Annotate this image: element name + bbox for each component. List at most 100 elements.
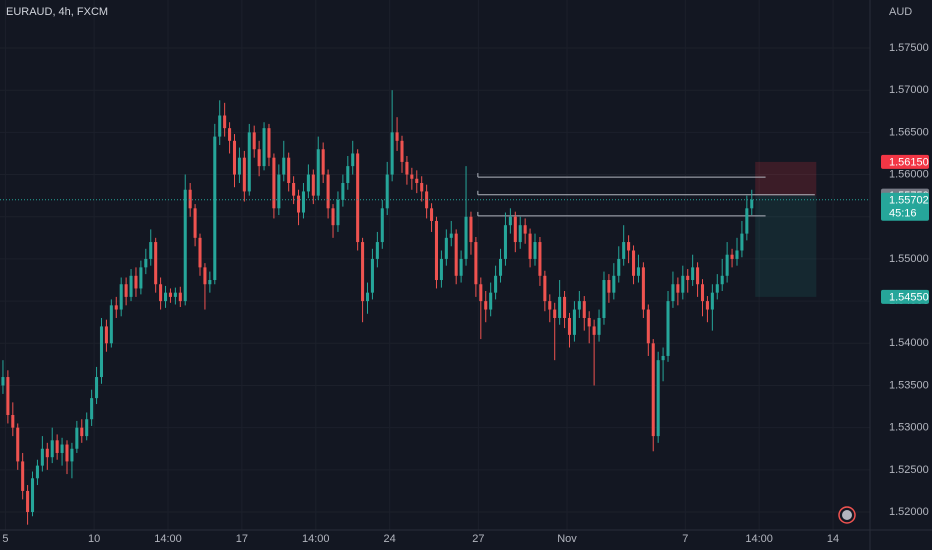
candle-body — [282, 157, 286, 175]
candle-body — [365, 292, 370, 302]
candle-body — [1, 377, 5, 386]
candle-body — [567, 317, 572, 335]
y-tick-label: 1.56500 — [889, 126, 929, 138]
candle-body — [420, 182, 424, 192]
candle-body — [513, 216, 517, 243]
candle-body — [104, 326, 108, 344]
candle-body — [533, 242, 537, 259]
candle-body — [237, 157, 241, 175]
candle-body — [681, 275, 685, 293]
candle-body — [449, 233, 453, 238]
candle-body — [572, 309, 576, 335]
candle-body — [99, 326, 104, 378]
candle-body — [183, 189, 187, 302]
candle-body — [370, 258, 374, 293]
candle-body — [489, 292, 493, 310]
candle-body — [582, 301, 586, 318]
candle-body — [16, 427, 20, 462]
candle-body — [321, 149, 325, 175]
x-tick-label: 5 — [2, 533, 8, 545]
candle-body — [661, 355, 665, 361]
candle-body — [636, 267, 640, 276]
candle-body — [311, 174, 315, 196]
candle-body — [646, 309, 650, 344]
candle-body — [439, 258, 443, 281]
price-badge-label: 1.56150 — [889, 156, 929, 168]
candle-body — [119, 284, 123, 310]
candle-body — [656, 360, 660, 437]
candle-body — [40, 448, 44, 466]
candle-body — [45, 448, 49, 458]
logo[interactable] — [838, 506, 856, 524]
candle-body — [641, 267, 645, 310]
candle-body — [163, 292, 168, 302]
candle-body — [247, 132, 251, 192]
candle-body — [632, 250, 636, 276]
candle-body — [30, 478, 35, 513]
candle-body — [612, 275, 616, 293]
candle-body — [444, 237, 448, 259]
candle-body — [563, 296, 567, 318]
candle-body — [666, 301, 670, 356]
candle-body — [232, 140, 237, 175]
candle-body — [301, 191, 305, 213]
candle-body — [380, 208, 384, 243]
candle-body — [715, 284, 719, 293]
candle-body — [154, 242, 158, 285]
candle-body — [523, 225, 527, 234]
candle-body — [306, 174, 310, 192]
candle-body — [498, 258, 503, 276]
candle-body — [553, 309, 557, 318]
candle-body — [735, 250, 739, 259]
price-badge-label: 1.55702 — [889, 195, 929, 207]
candle-body — [85, 419, 89, 437]
candle-body — [696, 267, 700, 285]
candle-body — [109, 305, 113, 344]
candle-body — [65, 444, 69, 462]
y-tick-label: 1.53000 — [889, 422, 929, 434]
candle-body — [474, 242, 478, 285]
candle-body — [213, 136, 217, 281]
x-tick-label: 7 — [682, 533, 688, 545]
candle-body — [405, 161, 409, 175]
candle-body — [6, 377, 10, 416]
candle-body — [494, 275, 498, 293]
candle-body — [415, 178, 419, 183]
candle-body — [129, 275, 133, 297]
candle-body — [193, 208, 197, 238]
price-badge — [881, 192, 929, 221]
candle-body — [26, 490, 30, 513]
candle-body — [228, 128, 232, 141]
candle-body — [528, 233, 532, 259]
y-tick-label: 1.55000 — [889, 253, 929, 265]
candle-body — [705, 301, 709, 310]
candle-body — [361, 242, 365, 302]
candle-body — [434, 220, 439, 281]
candle-body — [144, 258, 148, 268]
price-badge — [881, 154, 929, 169]
candle-body — [90, 398, 94, 420]
target-zone — [755, 195, 817, 297]
candle-body — [178, 292, 182, 302]
candle-body — [622, 242, 626, 259]
candle-body — [351, 153, 355, 167]
y-tick-label: 1.52500 — [889, 464, 929, 476]
candle-body — [518, 225, 522, 243]
candle-body — [297, 195, 301, 213]
candle-body — [218, 115, 222, 137]
candle-body — [203, 267, 207, 285]
candle-body — [651, 343, 655, 437]
candle-body — [454, 233, 458, 276]
candle-body — [686, 275, 690, 281]
candle-body — [676, 284, 680, 293]
candle-body — [95, 377, 99, 399]
candle-body — [134, 275, 138, 289]
candle-body — [410, 174, 414, 179]
candle-body — [750, 199, 754, 209]
stop-zone — [755, 161, 817, 196]
candle-body — [267, 128, 271, 158]
candle-body — [720, 275, 724, 285]
logo-dot[interactable] — [842, 510, 852, 520]
candle-body — [173, 292, 177, 297]
candle-body — [385, 174, 389, 209]
